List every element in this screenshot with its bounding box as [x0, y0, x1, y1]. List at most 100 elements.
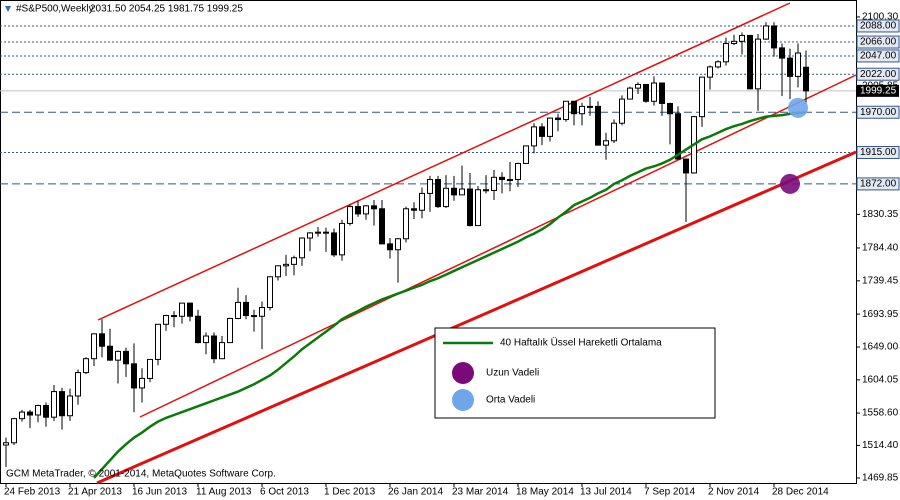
channel-upper	[97, 2, 791, 321]
candle-body	[59, 391, 65, 417]
x-tick-label: 16 Jun 2013	[132, 487, 187, 498]
candle-body	[339, 222, 345, 256]
candle-body	[547, 117, 553, 137]
candle-body	[499, 176, 505, 181]
y-tick-label: 1739.45	[862, 275, 899, 286]
candle-body	[707, 66, 713, 78]
candle-body	[475, 189, 481, 227]
candle-body	[803, 66, 809, 92]
level-label: 2088.00	[860, 21, 897, 32]
x-tick-label: 2 Nov 2014	[708, 487, 760, 498]
candle-body	[3, 442, 9, 446]
candle-body	[443, 187, 449, 208]
candle-body	[539, 126, 545, 137]
candle-body	[235, 301, 241, 319]
level-label-box	[856, 177, 900, 191]
x-tick-label: 28 Dec 2014	[772, 487, 829, 498]
candle-body	[467, 188, 473, 227]
candle-body	[771, 25, 777, 49]
candle-body	[531, 126, 537, 147]
candle-body	[451, 187, 457, 196]
y-tick-label: 2100.30	[862, 12, 899, 23]
candle-body	[115, 350, 121, 361]
candle-body	[699, 76, 705, 118]
candle-body	[411, 208, 417, 211]
candle-body	[675, 113, 681, 160]
level-label-box	[856, 49, 900, 63]
y-tick-label: 1649.00	[862, 342, 899, 353]
candle-body	[91, 333, 97, 360]
candle-body	[571, 100, 577, 115]
candle-body	[427, 179, 433, 194]
candle-body	[259, 306, 265, 317]
candle-body	[323, 231, 329, 234]
candle-body	[723, 43, 729, 63]
candle-body	[611, 122, 617, 142]
x-tick-label: 7 Sep 2014	[644, 487, 696, 498]
x-tick-label: 18 May 2014	[516, 487, 574, 498]
candle-body	[635, 83, 641, 89]
candle-body	[139, 377, 145, 389]
candle-body	[715, 61, 721, 68]
candle-body	[387, 243, 393, 251]
candle-body	[291, 257, 297, 265]
candle-body	[27, 411, 33, 416]
candle-body	[99, 333, 105, 347]
candle-body	[491, 176, 497, 191]
x-tick-label: 21 Apr 2013	[68, 487, 122, 498]
candle-body	[619, 98, 625, 124]
y-tick-label: 1693.95	[862, 309, 899, 320]
candle-body	[603, 140, 609, 146]
candle-body	[203, 335, 209, 344]
x-tick-label: 1 Dec 2013	[324, 487, 376, 498]
candle-body	[75, 372, 81, 397]
y-tick-label: 1558.60	[862, 408, 899, 419]
candle-body	[595, 105, 601, 146]
marker	[788, 97, 808, 118]
level-label-box	[856, 67, 900, 81]
level-label-box	[856, 19, 900, 33]
x-tick-label: 23 Mar 2014	[452, 487, 509, 498]
level-label: 1872.00	[860, 179, 897, 190]
candle-body	[651, 82, 657, 102]
candle-body	[187, 302, 193, 317]
legend-label: 40 Haftalık Üssel Hareketli Ortalama	[500, 337, 662, 349]
candle-body	[51, 391, 57, 418]
candle-body	[307, 232, 313, 239]
support-line	[96, 150, 857, 485]
candle-body	[147, 358, 153, 379]
legend-label: Orta Vadeli	[486, 395, 535, 406]
candle-body	[515, 162, 521, 181]
level-label: 2066.00	[860, 37, 897, 48]
candle-body	[195, 315, 201, 344]
y-tick-label: 1830.35	[862, 209, 899, 220]
candle-body	[227, 317, 233, 344]
current-price-label: 1999.25	[860, 86, 897, 97]
symbol-icon	[5, 6, 11, 12]
candle-body	[179, 302, 185, 317]
candle-body	[379, 208, 385, 245]
candle-body	[763, 25, 769, 40]
candle-body	[243, 301, 249, 317]
candle-body	[83, 358, 89, 374]
level-label: 2022.00	[860, 69, 897, 80]
candle-body	[587, 105, 593, 108]
y-tick-label: 1469.85	[862, 473, 899, 484]
x-tick-label: 6 Oct 2013	[260, 487, 309, 498]
candle-body	[131, 363, 137, 389]
moving-average-line	[93, 111, 807, 479]
candle-body	[627, 87, 633, 100]
candle-body	[419, 192, 425, 211]
level-label-box	[856, 35, 900, 49]
x-tick-label: 13 Jul 2014	[580, 487, 632, 498]
candle-body	[395, 238, 401, 251]
candle-body	[35, 404, 41, 416]
candle-body	[435, 179, 441, 208]
legend-swatch	[452, 362, 474, 384]
candle-body	[795, 52, 801, 77]
candle-body	[787, 57, 793, 77]
candle-body	[67, 395, 73, 417]
plot-area	[0, 0, 857, 484]
candle-body	[11, 418, 17, 444]
candle-body	[755, 38, 761, 90]
